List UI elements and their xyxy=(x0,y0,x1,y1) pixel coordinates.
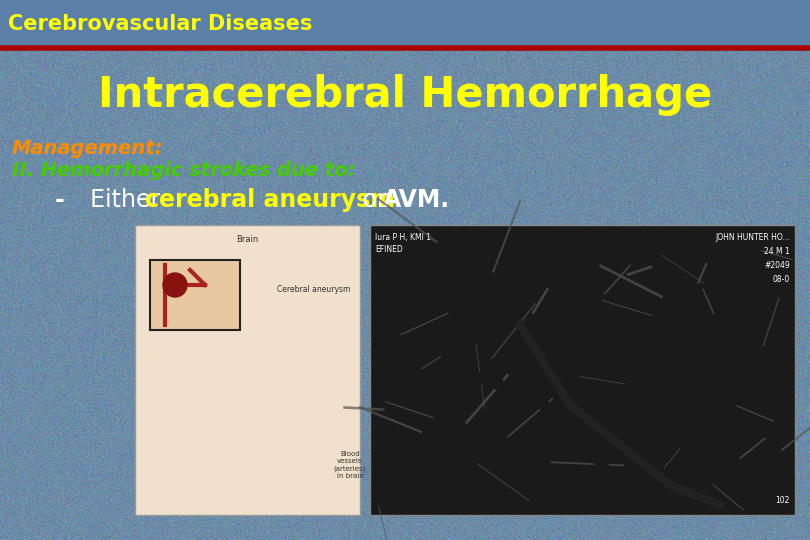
Text: Management:: Management: xyxy=(12,138,164,158)
Text: cerebral aneurysm: cerebral aneurysm xyxy=(145,188,395,212)
Text: Cerebrovascular Diseases: Cerebrovascular Diseases xyxy=(8,14,313,34)
Text: EFINED: EFINED xyxy=(375,245,403,254)
Bar xyxy=(370,225,795,515)
Text: 08-0: 08-0 xyxy=(773,275,790,284)
Bar xyxy=(135,225,360,515)
Bar xyxy=(0,0,810,48)
Text: 102: 102 xyxy=(776,496,790,505)
Text: Either: Either xyxy=(90,188,168,212)
Text: -: - xyxy=(55,188,65,212)
Bar xyxy=(150,260,240,330)
Text: Intracerebral Hemorrhage: Intracerebral Hemorrhage xyxy=(98,74,712,116)
Text: Blood
vessels
(arteries)
in brain: Blood vessels (arteries) in brain xyxy=(334,451,366,479)
Text: #2049: #2049 xyxy=(765,261,790,270)
Text: Brain: Brain xyxy=(237,235,258,245)
Text: lura P H, KMI 1: lura P H, KMI 1 xyxy=(375,233,431,242)
Text: Cerebral aneurysm: Cerebral aneurysm xyxy=(277,286,350,294)
Text: 24 M 1: 24 M 1 xyxy=(765,247,790,256)
Circle shape xyxy=(163,273,187,297)
Text: II. Hemorrhagic strokes due to:: II. Hemorrhagic strokes due to: xyxy=(12,160,356,179)
Text: or: or xyxy=(355,188,394,212)
Text: JOHN HUNTER HO...: JOHN HUNTER HO... xyxy=(715,233,790,242)
Text: AVM.: AVM. xyxy=(383,188,450,212)
